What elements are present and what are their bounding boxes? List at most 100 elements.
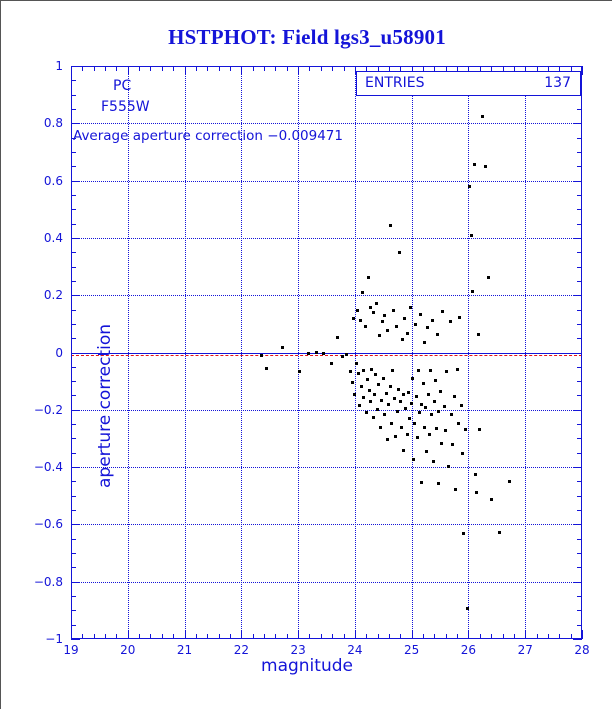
y-minor-tick-right xyxy=(577,223,582,225)
data-point xyxy=(394,434,398,438)
data-point xyxy=(265,366,269,370)
data-point xyxy=(431,460,435,464)
data-point xyxy=(444,428,448,432)
x-minor-tick-bottom xyxy=(195,634,197,639)
x-minor-tick-top xyxy=(536,66,538,71)
x-major-tick-bottom xyxy=(127,630,129,639)
x-tick-label: 24 xyxy=(347,643,363,657)
x-minor-tick-top xyxy=(366,66,368,71)
data-point xyxy=(475,490,479,494)
data-point xyxy=(360,384,364,388)
x-minor-tick-top xyxy=(116,66,118,71)
x-minor-tick-bottom xyxy=(229,634,231,639)
x-minor-tick-bottom xyxy=(218,634,220,639)
y-major-tick-right xyxy=(573,639,582,640)
data-point xyxy=(471,290,475,294)
y-minor-tick-left xyxy=(71,495,76,497)
y-major-tick-left xyxy=(71,467,80,469)
data-point xyxy=(478,427,482,431)
x-major-tick-top xyxy=(582,66,583,75)
x-major-tick-bottom xyxy=(354,630,356,639)
data-point xyxy=(481,115,485,119)
data-point xyxy=(259,354,263,358)
x-minor-tick-top xyxy=(513,66,515,71)
y-minor-tick-right xyxy=(577,510,582,512)
y-minor-tick-right xyxy=(577,166,582,168)
y-minor-tick-right xyxy=(577,553,582,555)
x-minor-tick-top xyxy=(423,66,425,71)
data-point xyxy=(425,449,429,453)
data-point xyxy=(417,410,421,414)
x-minor-tick-bottom xyxy=(457,634,459,639)
x-minor-tick-bottom xyxy=(320,634,322,639)
y-minor-tick-left xyxy=(71,424,76,426)
y-major-tick-right xyxy=(573,180,582,182)
y-minor-tick-left xyxy=(71,395,76,397)
y-minor-tick-left xyxy=(71,510,76,512)
data-point xyxy=(404,406,408,410)
x-minor-tick-bottom xyxy=(513,634,515,639)
y-major-tick-left xyxy=(71,295,80,297)
data-point xyxy=(370,367,374,371)
y-major-tick-left xyxy=(71,639,80,640)
y-major-tick-left xyxy=(71,352,80,354)
data-point xyxy=(473,472,477,476)
data-point xyxy=(419,403,423,407)
data-point xyxy=(414,395,418,399)
x-minor-tick-bottom xyxy=(547,634,549,639)
data-point xyxy=(367,275,370,279)
x-minor-tick-top xyxy=(343,66,345,71)
data-point xyxy=(369,305,373,309)
x-minor-tick-bottom xyxy=(423,634,425,639)
data-point xyxy=(367,388,371,392)
y-minor-tick-right xyxy=(577,194,582,196)
x-minor-tick-bottom xyxy=(116,634,118,639)
y-tick-label: −0.2 xyxy=(33,402,63,417)
data-point xyxy=(329,361,333,365)
data-point xyxy=(406,331,410,335)
y-minor-tick-right xyxy=(577,137,582,139)
y-minor-tick-right xyxy=(577,495,582,497)
y-major-tick-right xyxy=(573,352,582,354)
x-tick-label: 26 xyxy=(460,643,477,657)
y-minor-tick-right xyxy=(577,338,582,340)
y-major-tick-right xyxy=(573,237,582,239)
data-point xyxy=(364,410,368,414)
y-minor-tick-left xyxy=(71,151,76,153)
y-tick-label: −0.4 xyxy=(33,460,63,475)
data-point xyxy=(434,379,437,383)
data-point xyxy=(314,351,318,354)
x-axis-title: magnitude xyxy=(261,656,353,676)
data-point xyxy=(462,532,466,536)
data-point xyxy=(448,320,452,324)
data-point xyxy=(451,443,455,447)
data-point xyxy=(353,393,357,397)
data-point xyxy=(469,234,473,238)
y-major-tick-left xyxy=(71,581,80,583)
y-minor-tick-left xyxy=(71,553,76,555)
x-minor-tick-top xyxy=(264,66,266,71)
x-minor-tick-bottom xyxy=(445,634,447,639)
data-point xyxy=(407,417,411,421)
y-major-tick-right xyxy=(573,295,582,297)
entries-label: ENTRIES xyxy=(365,75,425,91)
data-point xyxy=(458,316,462,320)
data-point xyxy=(340,355,344,359)
data-point xyxy=(443,404,447,408)
y-major-tick-right xyxy=(573,524,582,526)
x-major-tick-top xyxy=(184,66,186,75)
data-point xyxy=(376,383,380,387)
x-minor-tick-top xyxy=(275,66,277,71)
data-point xyxy=(423,340,427,344)
y-tick-label: 1 xyxy=(55,59,63,73)
y-minor-tick-left xyxy=(71,108,76,110)
data-point xyxy=(428,368,432,372)
x-tick-label: 23 xyxy=(290,643,306,657)
data-point xyxy=(360,290,364,294)
data-point xyxy=(373,373,377,377)
data-point xyxy=(381,377,385,381)
data-point xyxy=(387,403,391,407)
y-major-tick-left xyxy=(71,409,80,411)
data-point xyxy=(411,457,415,461)
data-point xyxy=(380,320,384,324)
